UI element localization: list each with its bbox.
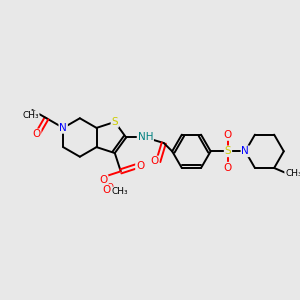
- Text: O: O: [224, 130, 232, 140]
- Text: CH₃: CH₃: [112, 188, 128, 196]
- Text: O: O: [32, 129, 40, 139]
- Text: O: O: [99, 175, 107, 185]
- Text: N: N: [242, 146, 249, 156]
- Text: N: N: [59, 123, 67, 133]
- Text: CH₃: CH₃: [22, 111, 39, 120]
- Text: O: O: [224, 163, 232, 173]
- Text: O: O: [99, 175, 107, 185]
- Text: O: O: [102, 185, 110, 195]
- Text: O: O: [136, 161, 144, 171]
- Text: O: O: [107, 183, 114, 192]
- Text: O: O: [150, 157, 158, 166]
- Text: CH₃: CH₃: [285, 169, 300, 178]
- Text: S: S: [112, 117, 118, 127]
- Text: NH: NH: [138, 133, 153, 142]
- Text: S: S: [225, 146, 231, 156]
